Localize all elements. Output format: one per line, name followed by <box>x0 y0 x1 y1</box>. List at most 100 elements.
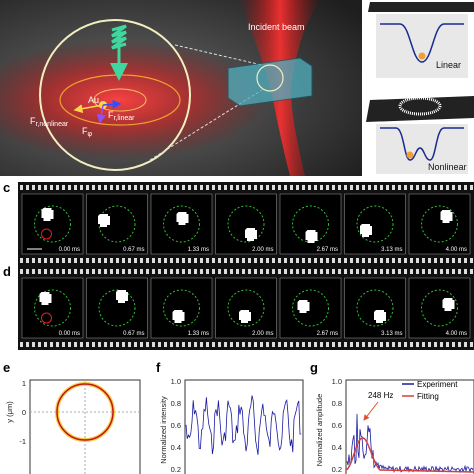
sprocket <box>272 342 275 347</box>
sprocket <box>404 258 407 263</box>
sprocket <box>416 342 419 347</box>
sprocket <box>170 269 173 274</box>
sprocket <box>182 269 185 274</box>
sprocket <box>356 185 359 190</box>
sprocket <box>428 269 431 274</box>
sprocket <box>134 185 137 190</box>
sprocket <box>458 258 461 263</box>
sprocket <box>296 342 299 347</box>
sprocket <box>200 269 203 274</box>
sprocket <box>188 269 191 274</box>
sprocket <box>20 342 23 347</box>
sprocket <box>434 342 437 347</box>
sprocket <box>194 269 197 274</box>
sprocket <box>224 269 227 274</box>
sprocket <box>92 185 95 190</box>
time-label: 0.00 ms <box>59 247 80 253</box>
sprocket <box>110 185 113 190</box>
sprocket <box>266 342 269 347</box>
sprocket <box>134 342 137 347</box>
particle-image <box>442 298 455 311</box>
sprocket <box>110 269 113 274</box>
particle <box>406 151 414 159</box>
orbit <box>227 205 265 243</box>
orbit <box>356 205 394 243</box>
sprocket <box>188 342 191 347</box>
sprocket <box>260 269 263 274</box>
sprocket <box>386 258 389 263</box>
frame <box>86 193 148 255</box>
sprocket <box>104 258 107 263</box>
sprocket <box>140 269 143 274</box>
sprocket <box>458 185 461 190</box>
sprocket <box>92 342 95 347</box>
sprocket <box>254 342 257 347</box>
sprocket <box>362 342 365 347</box>
sprocket <box>20 269 23 274</box>
sprocket <box>452 269 455 274</box>
sprocket <box>164 269 167 274</box>
sprocket <box>392 258 395 263</box>
sprocket <box>86 342 89 347</box>
tick-label: 0.2 <box>332 465 342 474</box>
sprocket <box>218 258 221 263</box>
particle-image <box>41 208 54 221</box>
orbit <box>34 289 71 327</box>
sprocket <box>146 269 149 274</box>
frame <box>408 193 471 255</box>
tick-label: 0.6 <box>171 421 181 430</box>
sprocket <box>122 258 125 263</box>
panel-label: d <box>3 264 11 279</box>
sprocket <box>74 185 77 190</box>
sprocket <box>446 269 449 274</box>
orbit <box>163 289 200 327</box>
particle-image <box>374 310 386 323</box>
sprocket <box>350 258 353 263</box>
sprocket <box>134 258 137 263</box>
sprocket <box>176 269 179 274</box>
sprocket <box>404 185 407 190</box>
sprocket <box>284 185 287 190</box>
zoom-circle <box>39 19 191 171</box>
nonlinear-label: Nonlinear <box>428 162 467 172</box>
sprocket <box>74 258 77 263</box>
sprocket <box>404 269 407 274</box>
sprocket <box>326 342 329 347</box>
sprocket <box>284 342 287 347</box>
sprocket <box>224 258 227 263</box>
time-label: 4.00 ms <box>446 247 467 253</box>
beam-glow <box>0 40 268 160</box>
sprocket <box>248 269 251 274</box>
sprocket <box>302 185 305 190</box>
sprocket <box>122 342 125 347</box>
sprocket <box>272 258 275 263</box>
sprocket <box>194 258 197 263</box>
sprocket <box>152 185 155 190</box>
time-label: 0.00 ms <box>59 331 80 337</box>
sprocket <box>302 269 305 274</box>
sprocket <box>446 185 449 190</box>
sprocket <box>344 269 347 274</box>
sprocket <box>68 185 71 190</box>
sprocket <box>182 258 185 263</box>
particle-image <box>172 310 185 323</box>
sprocket <box>146 185 149 190</box>
sprocket <box>236 185 239 190</box>
sprocket <box>326 185 329 190</box>
sprocket <box>434 185 437 190</box>
sprocket <box>164 342 167 347</box>
sprocket <box>206 185 209 190</box>
sprocket <box>470 269 473 274</box>
sprocket <box>86 185 89 190</box>
sprocket <box>128 269 131 274</box>
sprocket <box>284 269 287 274</box>
sprocket <box>68 258 71 263</box>
sprocket <box>212 258 215 263</box>
small-circle <box>256 64 284 92</box>
sprocket <box>362 269 365 274</box>
sprocket <box>26 342 29 347</box>
sprocket <box>116 258 119 263</box>
fit-curve <box>345 437 474 473</box>
time-label: 2.67 ms <box>317 331 338 337</box>
spectrum <box>346 413 474 474</box>
